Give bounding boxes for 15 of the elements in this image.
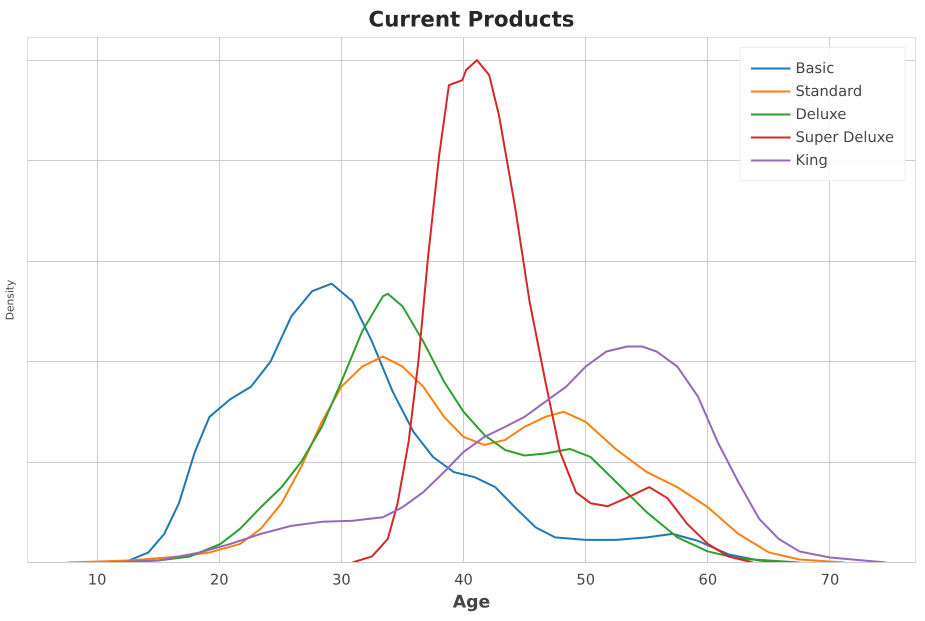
x-tick-label: 10 bbox=[88, 572, 106, 588]
chart-title: Current Products bbox=[368, 8, 574, 32]
x-tick-label: 70 bbox=[820, 572, 840, 588]
x-tick-label: 60 bbox=[698, 572, 718, 588]
y-axis-title: Density bbox=[4, 280, 16, 320]
legend-label: Standard bbox=[795, 82, 862, 100]
legend-label: King bbox=[795, 152, 828, 168]
x-tick-label: 50 bbox=[576, 572, 596, 588]
x-tick-label: 40 bbox=[454, 572, 473, 588]
legend-label: Deluxe bbox=[795, 106, 846, 122]
legend-label: Super Deluxe bbox=[795, 128, 894, 146]
legend-label: Basic bbox=[795, 60, 834, 76]
x-tick-label: 20 bbox=[210, 572, 229, 588]
x-axis-title: Age bbox=[452, 592, 490, 612]
x-tick-label: 30 bbox=[332, 572, 351, 588]
